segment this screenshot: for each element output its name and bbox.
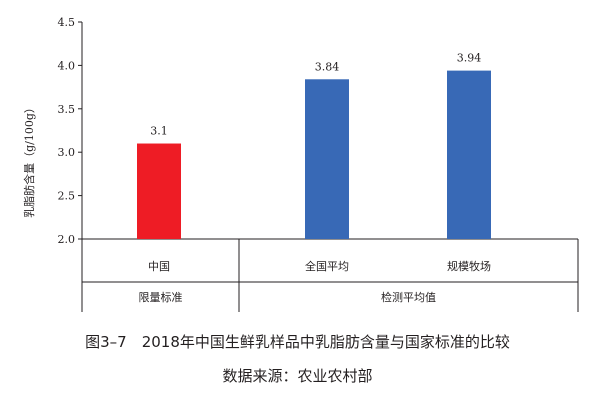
data-label: 3.84: [315, 60, 340, 73]
y-tick-label: 4.5: [58, 16, 76, 29]
figure-title: 图3–7 2018年中国生鲜乳样品中乳脂肪含量与国家标准的比较: [85, 333, 510, 351]
group-label: 检测平均值: [381, 290, 436, 304]
bar-chart: 2.0 2.5 3.0 3.5 4.0 4.5 3.1 3.84 3.94 中国 全国平均 规模牧…: [22, 16, 579, 312]
bars: 3.1 3.84 3.94: [137, 52, 491, 240]
bar-1: [137, 143, 181, 239]
data-label: 3.94: [457, 52, 482, 65]
bar-2: [305, 79, 349, 240]
y-tick-label: 2.5: [58, 190, 76, 203]
category-label: 全国平均: [305, 259, 349, 273]
data-label: 3.1: [150, 125, 168, 138]
y-tick-label: 2.0: [58, 233, 76, 246]
group-label: 限量标准: [139, 290, 183, 304]
bar-3: [447, 70, 491, 239]
y-axis-label: 乳脂肪含量（g/100g）: [22, 102, 36, 218]
figure-source: 数据来源：农业农村部: [222, 367, 373, 385]
y-tick-label: 3.0: [58, 146, 76, 159]
y-tick-label: 4.0: [58, 59, 76, 72]
category-label: 中国: [148, 260, 170, 273]
category-label: 规模牧场: [447, 259, 491, 273]
y-tick-label: 3.5: [58, 103, 76, 116]
y-axis-ticks: 2.0 2.5 3.0 3.5 4.0 4.5: [58, 16, 82, 246]
